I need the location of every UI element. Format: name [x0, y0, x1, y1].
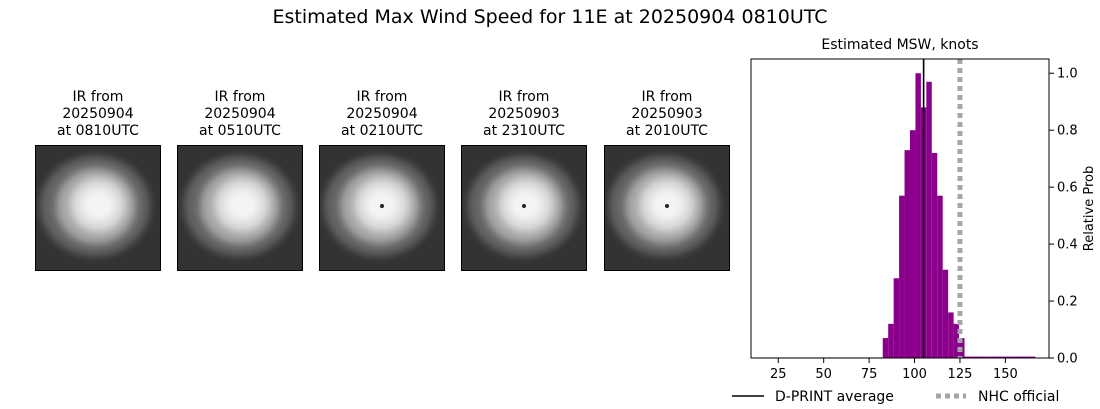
ir-panel-title-line: IR from [356, 89, 408, 105]
histogram-bar [888, 323, 894, 358]
ir-panel-5: IR from 20250903 at 2010UTC [604, 89, 730, 271]
x-tick-label: 50 [815, 367, 832, 382]
ir-panel-title-line: at 2010UTC [626, 123, 708, 139]
ir-satellite-image [461, 145, 587, 271]
histogram-bar [909, 130, 916, 358]
histogram-bar [931, 152, 938, 358]
cloud-layer [225, 189, 259, 221]
plot-frame [750, 58, 1050, 359]
hurricane-eye [380, 204, 384, 208]
y-tick-label: 1.0 [1057, 67, 1078, 82]
histogram-bar [904, 150, 910, 358]
x-tick-label: 75 [861, 367, 878, 382]
histogram-bar [1013, 356, 1020, 358]
ir-panel-title-line: IR from [72, 89, 124, 105]
ir-satellite-image [319, 145, 445, 271]
histogram-bar [980, 356, 987, 358]
histogram-bar [882, 338, 889, 358]
figure-title: Estimated Max Wind Speed for 11E at 2025… [272, 6, 828, 28]
msw-histogram-chart: Estimated MSW, knots 25 50 75 100 125 150 0.0 0.… [732, 37, 1097, 405]
ir-panel-title-line: 20250904 [346, 106, 418, 122]
histogram-bar [948, 312, 954, 358]
hurricane-eye [665, 204, 669, 208]
ir-panel-title: IR from 20250904 at 0510UTC [177, 89, 303, 140]
y-tick-label: 0.6 [1057, 181, 1078, 196]
ir-panel-title-line: at 2310UTC [483, 123, 565, 139]
histogram-bar [1002, 356, 1009, 358]
ir-panel-title-line: at 0810UTC [57, 123, 139, 139]
histogram-bar [997, 356, 1003, 358]
ir-panel-4: IR from 20250903 at 2310UTC [461, 89, 587, 271]
ir-panel-title: IR from 20250904 at 0210UTC [319, 89, 445, 140]
ir-panel-title: IR from 20250903 at 2310UTC [461, 89, 587, 140]
histogram-bar [969, 356, 976, 358]
histogram-bar [926, 81, 932, 359]
ir-satellite-image [177, 145, 303, 271]
ir-panel-title-line: 20250903 [488, 106, 560, 122]
ir-panel-title-line: IR from [214, 89, 266, 105]
ir-panel-title: IR from 20250904 at 0810UTC [35, 89, 161, 140]
histogram-bar [964, 356, 970, 358]
histogram-bar [1019, 356, 1025, 358]
ir-panel-title-line: IR from [641, 89, 693, 105]
ir-panel-title: IR from 20250903 at 2010UTC [604, 89, 730, 140]
ir-panel-title-line: IR from [498, 89, 550, 105]
chart-title: Estimated MSW, knots [821, 37, 978, 53]
ir-satellite-image [604, 145, 730, 271]
histogram-bar [986, 356, 992, 358]
histogram-bar [975, 356, 981, 358]
histogram-bar [1008, 356, 1014, 358]
ir-panel-title-line: at 0210UTC [341, 123, 423, 139]
ir-panel-3: IR from 20250904 at 0210UTC [319, 89, 445, 271]
histogram-bar [1029, 356, 1036, 358]
ir-panel-title-line: 20250903 [631, 106, 703, 122]
cloud-layer [81, 189, 115, 221]
ir-panel-title-line: at 0510UTC [199, 123, 281, 139]
x-tick-label: 100 [902, 367, 927, 382]
ir-panel-2: IR from 20250904 at 0510UTC [177, 89, 303, 271]
ir-satellite-image [35, 145, 161, 271]
ir-panel-title-line: 20250904 [62, 106, 134, 122]
y-tick-label: 0.0 [1057, 352, 1078, 367]
histogram-bar [1024, 356, 1030, 358]
histogram-bar [991, 356, 998, 358]
y-axis-label: Relative Prob [1082, 166, 1097, 251]
y-tick-label: 0.2 [1057, 295, 1078, 310]
x-tick-label: 25 [770, 367, 787, 382]
hurricane-eye [522, 204, 526, 208]
legend-dprint-label: D-PRINT average [775, 389, 894, 405]
y-tick-label: 0.8 [1057, 124, 1078, 139]
histogram-bar [899, 195, 905, 358]
ir-panel-title-line: 20250904 [204, 106, 276, 122]
histogram-bar [953, 323, 960, 358]
x-tick-label: 125 [948, 367, 973, 382]
histogram-bar [942, 269, 949, 358]
histogram-bar [893, 278, 900, 358]
cloud-layer [509, 189, 543, 221]
y-tick-label: 0.4 [1057, 238, 1078, 253]
histogram-bar [937, 195, 943, 358]
x-tick-label: 150 [993, 367, 1018, 382]
histogram-bar [915, 73, 921, 358]
ir-panel-1: IR from 20250904 at 0810UTC [35, 89, 161, 271]
legend-nhc-label: NHC official [978, 389, 1059, 405]
